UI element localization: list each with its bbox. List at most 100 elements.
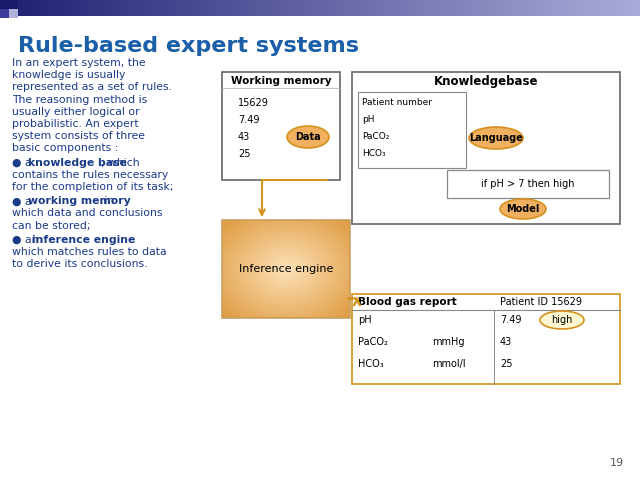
Bar — [339, 281, 340, 282]
Bar — [339, 299, 340, 300]
Bar — [345, 225, 346, 226]
Bar — [347, 261, 348, 262]
Bar — [274, 221, 275, 222]
Bar — [332, 254, 333, 255]
Bar — [270, 307, 271, 308]
Bar — [332, 286, 333, 287]
Bar — [316, 307, 317, 308]
Bar — [230, 309, 231, 310]
Bar — [315, 260, 316, 261]
Bar — [231, 253, 232, 254]
Bar — [294, 225, 295, 226]
Bar — [301, 263, 302, 264]
Bar — [221, 0, 222, 16]
Bar — [635, 0, 636, 16]
Bar — [285, 237, 286, 238]
Bar — [157, 0, 158, 16]
Bar — [309, 280, 310, 281]
Bar — [236, 263, 237, 264]
Bar — [325, 312, 326, 313]
Bar — [303, 243, 304, 244]
Bar — [246, 248, 247, 249]
Bar — [242, 260, 243, 261]
Bar — [268, 279, 269, 280]
Bar — [236, 256, 237, 257]
Bar — [330, 309, 331, 310]
Bar — [280, 236, 281, 237]
Bar — [228, 304, 229, 305]
Bar — [19, 0, 20, 16]
Bar — [251, 231, 252, 232]
Bar — [289, 236, 290, 237]
Bar — [316, 314, 317, 315]
Bar — [280, 268, 281, 269]
Bar — [290, 253, 291, 254]
Bar — [520, 0, 521, 16]
Bar — [321, 257, 322, 258]
Bar — [253, 236, 254, 237]
Bar — [307, 280, 308, 281]
Bar — [228, 225, 229, 226]
Bar — [258, 0, 259, 16]
Bar — [300, 226, 301, 227]
Bar — [223, 260, 224, 261]
Bar — [333, 289, 334, 290]
Bar — [282, 248, 283, 249]
Bar — [297, 309, 298, 310]
Bar — [335, 224, 336, 225]
Bar — [205, 0, 206, 16]
Bar — [310, 287, 311, 288]
Bar — [224, 288, 225, 289]
Bar — [335, 283, 336, 284]
Bar — [300, 252, 301, 253]
Bar — [244, 278, 245, 279]
Bar — [236, 260, 237, 261]
Bar — [226, 309, 227, 310]
Bar — [292, 307, 293, 308]
Bar — [313, 255, 314, 256]
Bar — [237, 254, 238, 255]
Bar — [345, 285, 346, 286]
Bar — [236, 294, 237, 295]
Bar — [232, 277, 233, 278]
Bar — [263, 274, 264, 275]
Bar — [310, 244, 311, 245]
Bar — [284, 240, 285, 241]
Bar — [267, 256, 268, 257]
Bar — [263, 281, 264, 282]
Bar — [329, 317, 330, 318]
Bar — [278, 247, 279, 248]
Bar — [223, 255, 224, 256]
Bar — [179, 0, 180, 16]
Bar — [333, 221, 334, 222]
Bar — [335, 278, 336, 279]
Bar — [245, 223, 246, 224]
Bar — [259, 299, 260, 300]
Bar — [268, 223, 269, 224]
Bar — [318, 287, 319, 288]
Bar — [303, 236, 304, 237]
Bar — [309, 234, 310, 235]
Bar — [268, 289, 269, 290]
Bar — [345, 274, 346, 275]
Bar — [306, 236, 307, 237]
Bar — [266, 232, 267, 233]
Bar — [298, 281, 299, 282]
Bar — [326, 266, 327, 267]
Bar — [226, 303, 227, 304]
Bar — [320, 291, 321, 292]
Bar — [335, 268, 336, 269]
Bar — [291, 311, 292, 312]
Bar — [325, 301, 326, 302]
Bar — [263, 298, 264, 299]
Bar — [262, 268, 263, 269]
Bar — [309, 300, 310, 301]
Bar — [342, 241, 343, 242]
Bar — [244, 238, 245, 239]
Bar — [271, 233, 272, 234]
Bar — [198, 0, 199, 16]
Bar — [293, 242, 294, 243]
Bar — [267, 239, 268, 240]
Bar — [343, 264, 344, 265]
Bar — [293, 270, 294, 271]
